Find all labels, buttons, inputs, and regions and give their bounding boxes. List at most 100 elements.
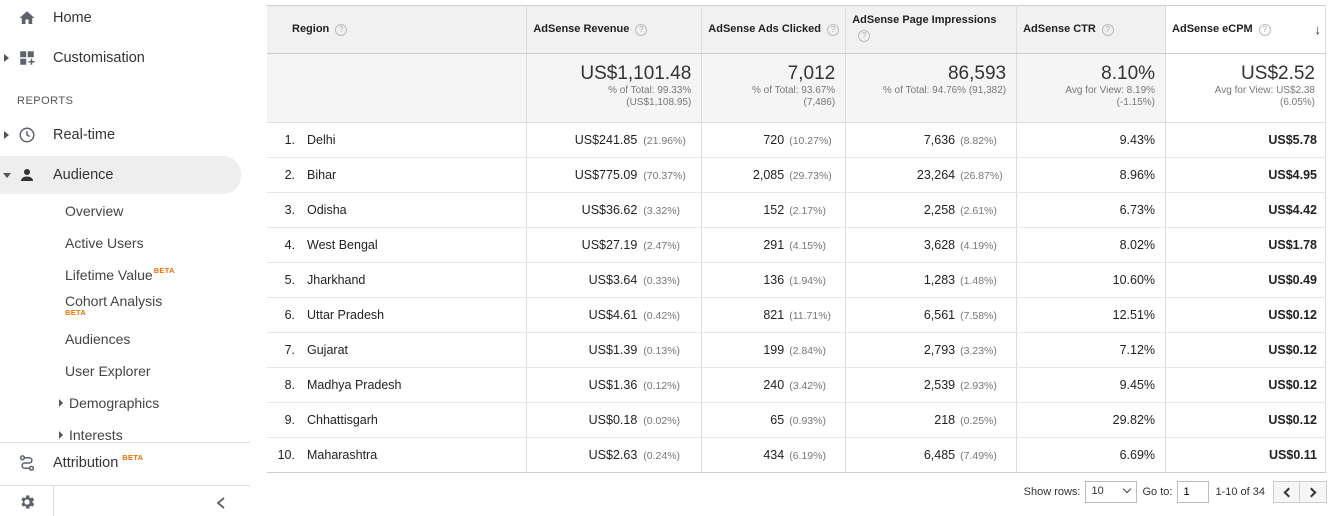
revenue-pct: (0.24%) [643, 450, 681, 462]
table-row: 7. Gujarat US$1.39 (0.13%) 199 (2.84%) 2,793 (3… [267, 332, 1326, 368]
nav-lifetime-value[interactable]: Lifetime ValueBETA [65, 266, 175, 283]
impressions-cell: 2,793 (3.23%) [845, 332, 1018, 368]
nav-audiences[interactable]: Audiences [65, 331, 131, 347]
region-name-link[interactable]: Chhattisgarh [307, 413, 378, 427]
revenue-cell: US$1.39 (0.13%) [526, 332, 703, 368]
region-cell: 9. Chhattisgarh [267, 402, 528, 438]
region-name-link[interactable]: Odisha [307, 203, 347, 217]
row-index: 6. [284, 308, 295, 322]
nav-active-users[interactable]: Active Users [65, 235, 144, 251]
help-icon[interactable]: ? [1258, 23, 1271, 36]
nav-overview[interactable]: Overview [65, 203, 124, 219]
beta-badge: BETA [153, 266, 175, 275]
region-name-link[interactable]: Bihar [307, 168, 337, 182]
impressions-cell: 2,258 (2.61%) [845, 192, 1018, 228]
person-icon [21, 169, 33, 181]
table-row: 2. Bihar US$775.09 (70.37%) 2,085 (29.73%) 23,… [267, 157, 1326, 193]
ads-clicked-cell: 152 (2.17%) [701, 192, 847, 228]
nav-user-explorer[interactable]: User Explorer [65, 363, 151, 379]
nav-customisation-label: Customisation [53, 50, 145, 66]
expand-caret-icon [59, 431, 63, 439]
region-cell: 8. Madhya Pradesh [267, 367, 528, 403]
ads-clicked-pct: (3.42%) [789, 380, 826, 392]
help-icon[interactable]: ? [826, 23, 839, 36]
impressions-cell: 6,561 (7.58%) [845, 297, 1018, 333]
revenue-pct: (3.32%) [643, 205, 681, 217]
revenue-cell: US$775.09 (70.37%) [526, 157, 703, 193]
goto-page-input[interactable] [1177, 481, 1210, 503]
col-header-ads-clicked[interactable]: AdSense Ads Clicked? [701, 5, 847, 54]
totals-ecpm: US$2.52 Avg for View: US$2.38 (6.05%) [1165, 53, 1326, 123]
ads-clicked-pct: (6.19%) [789, 450, 826, 462]
col-header-revenue[interactable]: AdSense Revenue? [526, 5, 703, 54]
row-index: 8. [284, 378, 295, 392]
sidebar: Home Customisation REPORTS Real-time Aud… [0, 0, 250, 516]
ctr-cell: 7.12% [1016, 332, 1167, 368]
table-header-row: Region? AdSense Revenue? AdSense Ads Cli… [267, 5, 1326, 54]
region-name-link[interactable]: Madhya Pradesh [307, 378, 402, 392]
collapse-caret-icon [3, 172, 11, 178]
region-cell: 3. Odisha [267, 192, 528, 228]
ads-clicked-cell: 821 (11.71%) [701, 297, 847, 333]
ads-clicked-cell: 434 (6.19%) [701, 437, 847, 473]
next-page-button[interactable] [1300, 481, 1327, 503]
impressions-cell: 2,539 (2.93%) [845, 367, 1018, 403]
impressions-pct: (0.25%) [960, 415, 997, 427]
nav-demographics[interactable]: Demographics [59, 395, 159, 411]
region-cell: 2. Bihar [267, 157, 528, 193]
show-rows-label: Show rows: [1023, 486, 1081, 498]
nav-cohort-analysis[interactable]: Cohort Analysis BETA [65, 293, 162, 317]
ecpm-cell: US$1.78 [1165, 227, 1326, 263]
ecpm-cell: US$0.12 [1165, 297, 1326, 333]
region-cell: 6. Uttar Pradesh [267, 297, 528, 333]
totals-revenue: US$1,101.48% of Total: 99.33% (US$1,108.9… [526, 53, 703, 123]
nav-attribution[interactable]: Attribution BETA [0, 445, 250, 481]
impressions-cell: 218 (0.25%) [845, 402, 1018, 438]
col-header-impressions[interactable]: AdSense Page Impressions? [845, 5, 1018, 54]
col-header-ecpm[interactable]: AdSense eCPM? ↓ [1165, 5, 1326, 54]
nav-customisation[interactable]: Customisation [0, 40, 250, 76]
region-cell: 4. West Bengal [267, 227, 528, 263]
nav-interests[interactable]: Interests [59, 427, 123, 443]
home-icon [19, 11, 35, 24]
help-icon[interactable]: ? [858, 30, 871, 42]
help-icon[interactable]: ? [635, 23, 648, 36]
gear-icon[interactable] [18, 493, 36, 511]
region-name-link[interactable]: Gujarat [307, 343, 348, 357]
table-row: 8. Madhya Pradesh US$1.36 (0.12%) 240 (3.42%)… [267, 367, 1326, 403]
region-name-link[interactable]: Delhi [307, 133, 336, 147]
impressions-cell: 23,264 (26.87%) [845, 157, 1018, 193]
region-name-link[interactable]: Jharkhand [307, 273, 366, 287]
revenue-pct: (0.02%) [643, 415, 681, 427]
expand-caret-icon [4, 131, 9, 139]
sort-descending-icon[interactable]: ↓ [1314, 22, 1322, 37]
ads-clicked-pct: (1.94%) [789, 275, 826, 287]
ads-clicked-pct: (11.71%) [789, 310, 832, 322]
collapse-sidebar-icon[interactable] [216, 497, 226, 509]
ads-clicked-pct: (10.27%) [789, 135, 832, 147]
region-name-link[interactable]: West Bengal [307, 238, 378, 252]
nav-home[interactable]: Home [0, 0, 250, 36]
row-index: 4. [284, 238, 295, 252]
sidebar-divider [0, 442, 250, 443]
show-rows-select[interactable]: 10 [1085, 481, 1138, 503]
nav-realtime[interactable]: Real-time [0, 117, 250, 153]
ctr-cell: 9.45% [1016, 367, 1167, 403]
prev-page-button[interactable] [1273, 481, 1300, 503]
ads-clicked-cell: 720 (10.27%) [701, 122, 847, 158]
nav-audience-label: Audience [53, 167, 114, 183]
nav-audience[interactable]: Audience [0, 156, 241, 194]
help-icon[interactable]: ? [335, 23, 348, 36]
revenue-cell: US$27.19 (2.47%) [526, 227, 703, 263]
region-name-link[interactable]: Uttar Pradesh [307, 308, 385, 322]
revenue-cell: US$0.18 (0.02%) [526, 402, 703, 438]
nav-realtime-label: Real-time [53, 127, 116, 143]
col-header-region[interactable]: Region? [267, 5, 528, 54]
col-header-ctr[interactable]: AdSense CTR? [1016, 5, 1167, 54]
nav-home-label: Home [53, 10, 92, 26]
help-icon[interactable]: ? [1101, 23, 1114, 36]
ecpm-cell: US$0.12 [1165, 332, 1326, 368]
revenue-cell: US$3.64 (0.33%) [526, 262, 703, 298]
nav-attribution-label: Attribution BETA [53, 453, 144, 471]
region-name-link[interactable]: Maharashtra [307, 448, 378, 462]
